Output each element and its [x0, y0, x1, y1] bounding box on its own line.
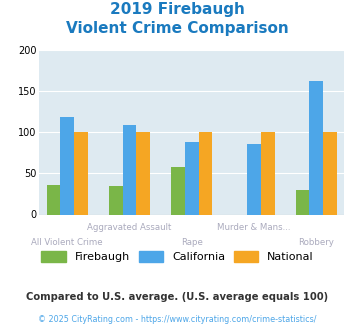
Bar [185, 142, 198, 214]
Bar [247, 144, 261, 214]
Bar [122, 125, 136, 214]
Bar [261, 132, 274, 214]
Text: 2019 Firebaugh: 2019 Firebaugh [110, 2, 245, 16]
Text: Robbery: Robbery [298, 238, 334, 247]
Text: Rape: Rape [181, 238, 203, 247]
Text: Violent Crime Comparison: Violent Crime Comparison [66, 21, 289, 36]
Bar [60, 117, 74, 214]
Bar [171, 168, 185, 215]
Bar [109, 185, 122, 214]
Text: Compared to U.S. average. (U.S. average equals 100): Compared to U.S. average. (U.S. average … [26, 292, 329, 302]
Text: Murder & Mans...: Murder & Mans... [217, 223, 291, 232]
Text: All Violent Crime: All Violent Crime [31, 238, 103, 247]
Bar [136, 132, 150, 214]
Bar [198, 132, 212, 214]
Legend: Firebaugh, California, National: Firebaugh, California, National [37, 247, 318, 267]
Bar [74, 132, 88, 214]
Text: © 2025 CityRating.com - https://www.cityrating.com/crime-statistics/: © 2025 CityRating.com - https://www.city… [38, 315, 317, 324]
Bar [323, 132, 337, 214]
Bar [47, 185, 60, 214]
Bar [310, 81, 323, 214]
Text: Aggravated Assault: Aggravated Assault [87, 223, 171, 232]
Bar [296, 190, 310, 214]
